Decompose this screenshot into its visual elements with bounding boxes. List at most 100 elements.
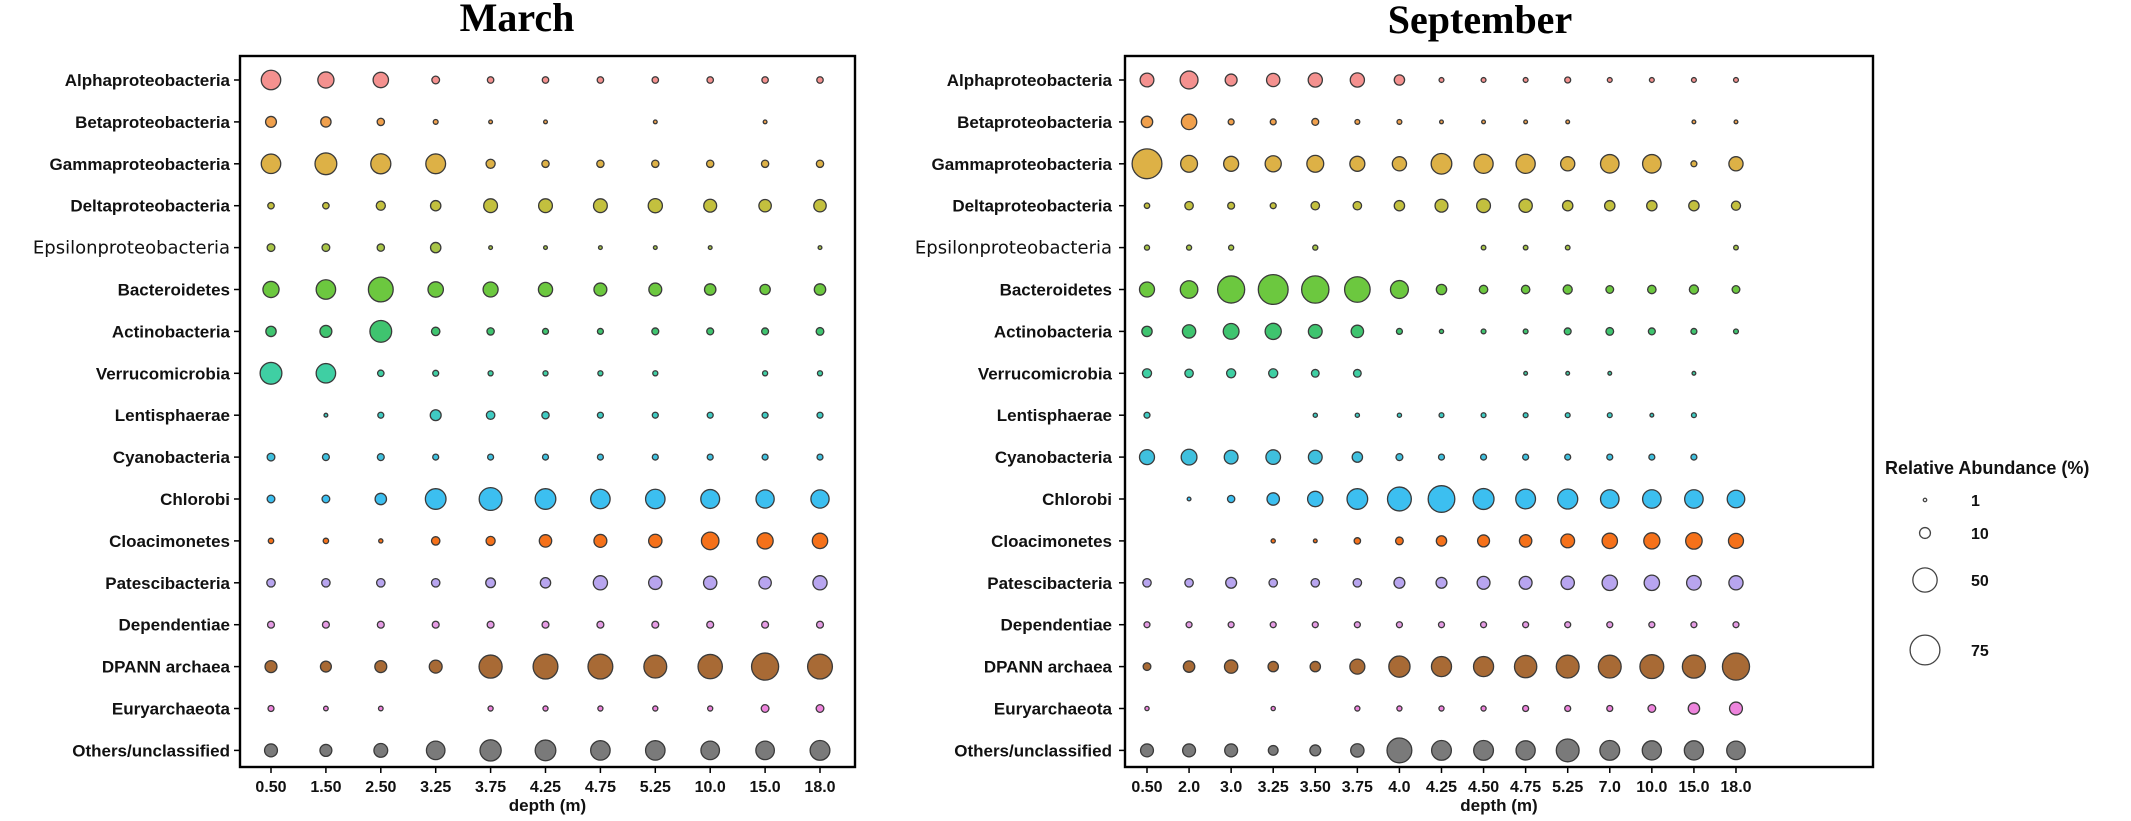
bubble-cloacimonetes-10.0 — [1643, 532, 1661, 550]
bubble-betaproteobacteria-3.50 — [1311, 117, 1320, 126]
x-tick-label: 1.50 — [310, 779, 341, 796]
bubble-gammaproteobacteria-3.25 — [425, 153, 447, 175]
bubble-cloacimonetes-4.0 — [1394, 536, 1404, 546]
bubble-bacteroidetes-5.25 — [1562, 284, 1573, 295]
bubble-dpann-archaea-5.25 — [1555, 654, 1580, 679]
bubble-lentisphaerae-2.50 — [377, 411, 385, 419]
bubble-others-unclassified-5.25 — [1555, 738, 1580, 763]
bubble-others-unclassified-0.50 — [1139, 743, 1155, 758]
row-label-deltaproteobacteria: Deltaproteobacteria — [70, 197, 230, 216]
bubble-cloacimonetes-7.0 — [1601, 532, 1619, 550]
bubble-gammaproteobacteria-2.50 — [370, 153, 392, 175]
bubble-euryarchaeota-5.25 — [1564, 704, 1572, 713]
bubble-cyanobacteria-1.50 — [321, 453, 330, 462]
bubble-others-unclassified-2.50 — [373, 742, 389, 758]
row-label-alphaproteobacteria: Alphaproteobacteria — [947, 71, 1113, 90]
bubble-betaproteobacteria-0.50 — [264, 115, 278, 128]
bubble-verrucomicrobia-3.0 — [1225, 368, 1237, 379]
bubble-dpann-archaea-4.0 — [1388, 655, 1411, 678]
bubble-gammaproteobacteria-18.0 — [815, 159, 825, 169]
bubble-alphaproteobacteria-3.0 — [1224, 73, 1238, 87]
bubble-alphaproteobacteria-15.0 — [761, 76, 769, 84]
bubble-actinobacteria-10.0 — [1647, 327, 1656, 336]
row-label-patescibacteria: Patescibacteria — [105, 574, 230, 593]
bubble-epsilonproteobacteria-2.50 — [376, 243, 386, 252]
bubble-betaproteobacteria-3.25 — [1269, 118, 1277, 126]
bubble-others-unclassified-3.0 — [1224, 743, 1239, 758]
bubble-dependentiae-15.0 — [761, 620, 770, 629]
bubble-cyanobacteria-3.50 — [1307, 449, 1323, 465]
bubble-verrucomicrobia-3.75 — [1352, 368, 1362, 378]
bubble-patescibacteria-3.25 — [1268, 577, 1279, 588]
bubble-cloacimonetes-4.75 — [593, 533, 608, 548]
bubble-verrucomicrobia-5.25 — [1565, 370, 1571, 376]
bubble-deltaproteobacteria-7.0 — [1603, 199, 1616, 212]
bubble-gammaproteobacteria-5.25 — [1559, 156, 1576, 172]
panel-title: September — [1388, 0, 1572, 42]
plot-frame — [1123, 54, 1875, 769]
bubble-euryarchaeota-18.0 — [815, 704, 825, 714]
bubble-others-unclassified-3.50 — [1309, 744, 1322, 757]
bubble-verrucomicrobia-3.25 — [1268, 368, 1279, 379]
bubble-alphaproteobacteria-2.50 — [372, 71, 390, 89]
bubble-actinobacteria-15.0 — [1690, 327, 1698, 336]
bubble-betaproteobacteria-4.50 — [1481, 119, 1487, 125]
bubble-actinobacteria-3.25 — [1264, 322, 1282, 341]
bubble-bacteroidetes-18.0 — [813, 283, 827, 296]
bubble-dpann-archaea-3.25 — [1267, 660, 1280, 673]
bubble-patescibacteria-3.75 — [1352, 577, 1363, 588]
bubble-cyanobacteria-4.25 — [1437, 453, 1446, 461]
bubble-lentisphaerae-4.0 — [1396, 412, 1403, 418]
bubble-dpann-archaea-5.25 — [643, 654, 668, 679]
bubble-betaproteobacteria-15.0 — [762, 119, 768, 125]
bubble-epsilonproteobacteria-4.75 — [597, 245, 603, 251]
bubble-dpann-archaea-4.75 — [1513, 654, 1538, 679]
bubble-patescibacteria-3.50 — [1310, 577, 1321, 588]
bubble-epsilonproteobacteria-10.0 — [707, 245, 713, 251]
bubble-verrucomicrobia-15.0 — [761, 370, 769, 377]
bubble-alphaproteobacteria-5.25 — [651, 76, 660, 84]
bubble-chlorobi-4.25 — [1427, 485, 1456, 513]
bubble-cloacimonetes-4.75 — [1518, 534, 1533, 548]
bubble-dependentiae-2.0 — [1185, 621, 1193, 629]
bubble-gammaproteobacteria-3.75 — [1349, 155, 1366, 172]
bubble-others-unclassified-4.75 — [1515, 740, 1536, 761]
bubble-patescibacteria-4.75 — [1518, 575, 1533, 590]
x-tick-label: 2.0 — [1178, 779, 1200, 796]
bubble-cyanobacteria-4.75 — [1522, 453, 1530, 461]
bubble-dependentiae-4.25 — [1437, 621, 1446, 629]
bubble-others-unclassified-3.25 — [425, 740, 446, 761]
bubble-dependentiae-18.0 — [815, 620, 825, 629]
x-tick-label: 10.0 — [695, 779, 726, 796]
bubble-dependentiae-4.75 — [596, 620, 605, 629]
row-label-lentisphaerae: Lentisphaerae — [997, 406, 1112, 425]
bubble-actinobacteria-15.0 — [761, 327, 770, 336]
bubble-bacteroidetes-0.50 — [1138, 281, 1156, 298]
bubble-verrucomicrobia-0.50 — [1141, 368, 1153, 379]
bubble-patescibacteria-0.50 — [266, 577, 276, 588]
bubble-gammaproteobacteria-0.50 — [1131, 148, 1163, 180]
bubble-alphaproteobacteria-4.0 — [1393, 74, 1406, 86]
bubble-dpann-archaea-1.50 — [319, 660, 332, 673]
bubble-dependentiae-5.25 — [1564, 621, 1572, 629]
bubble-bacteroidetes-15.0 — [759, 283, 771, 296]
bubble-bacteroidetes-4.25 — [1435, 283, 1448, 296]
bubble-dependentiae-3.25 — [1269, 621, 1277, 629]
bubble-actinobacteria-4.0 — [1395, 327, 1404, 336]
x-axis-title: depth (m) — [1460, 796, 1537, 815]
bubble-cyanobacteria-15.0 — [761, 453, 769, 461]
bubble-deltaproteobacteria-4.25 — [537, 198, 554, 214]
bubble-gammaproteobacteria-10.0 — [1641, 153, 1662, 174]
bubble-verrucomicrobia-3.50 — [1310, 368, 1320, 378]
bubble-bacteroidetes-4.0 — [1389, 279, 1410, 300]
bubble-dependentiae-4.50 — [1479, 621, 1488, 629]
row-label-dpann-archaea: DPANN archaea — [102, 658, 231, 677]
bubble-euryarchaeota-3.25 — [1270, 705, 1276, 712]
bubble-deltaproteobacteria-0.50 — [267, 201, 275, 210]
bubble-dpann-archaea-3.50 — [1309, 660, 1322, 673]
bubble-lentisphaerae-3.50 — [1312, 412, 1319, 418]
bubble-gammaproteobacteria-4.75 — [596, 159, 605, 169]
bubble-euryarchaeota-5.25 — [652, 705, 659, 712]
bubble-cloacimonetes-15.0 — [756, 532, 774, 550]
